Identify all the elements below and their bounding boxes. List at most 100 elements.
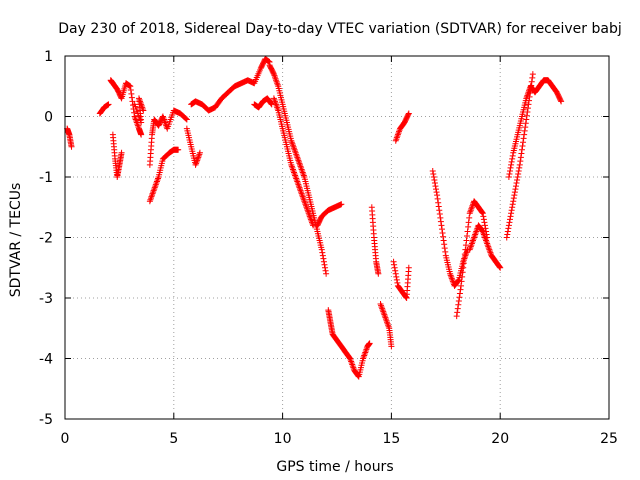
data-point [338, 201, 345, 208]
x-axis-label: GPS time / hours [276, 459, 393, 475]
chart-title: Day 230 of 2018, Sidereal Day-to-day VTE… [58, 21, 621, 37]
data-point [504, 231, 511, 238]
data-point [128, 94, 135, 101]
y-tick-label: 0 [44, 110, 53, 126]
x-tick-label: 10 [274, 431, 292, 447]
data-point [405, 264, 412, 271]
data-point [196, 149, 203, 156]
data-point [509, 152, 516, 159]
data-point [459, 269, 466, 276]
data-point [529, 74, 536, 81]
data-point [528, 78, 535, 85]
data-point [497, 264, 504, 271]
data-point [480, 213, 487, 220]
x-tick-label: 0 [61, 431, 70, 447]
data-point [506, 170, 513, 177]
data-point [464, 228, 471, 235]
data-point [436, 207, 443, 214]
data-point [529, 71, 536, 78]
data-point [442, 248, 449, 255]
data-point [322, 264, 329, 271]
data-point [392, 267, 399, 274]
x-tick-label: 25 [600, 431, 618, 447]
data-point [441, 245, 448, 252]
data-point [509, 204, 516, 211]
data-point [454, 309, 461, 316]
data-point [436, 211, 443, 218]
data-point [433, 189, 440, 196]
data-point [455, 301, 462, 308]
data-point [460, 264, 467, 271]
data-point [523, 116, 530, 123]
data-point [511, 189, 518, 196]
data-point [375, 270, 382, 277]
data-point [508, 207, 515, 214]
y-axis-label: SDTVAR / TECUs [8, 183, 24, 298]
data-point [129, 98, 136, 105]
data-point [515, 170, 522, 177]
data-point [465, 223, 472, 230]
data-point [455, 277, 462, 284]
y-tick-label: -5 [39, 412, 53, 428]
data-point [128, 90, 135, 97]
x-tick-label: 20 [491, 431, 509, 447]
data-point [517, 158, 524, 165]
data-point [127, 87, 134, 94]
data-point [183, 115, 190, 122]
data-point [270, 70, 277, 77]
data-point [391, 261, 398, 268]
data-point [465, 219, 472, 226]
data-point [435, 203, 442, 210]
data-point [505, 222, 512, 229]
data-point [506, 216, 513, 223]
x-tick-label: 5 [169, 431, 178, 447]
data-point [391, 264, 398, 271]
data-point [440, 233, 447, 240]
data-point [320, 258, 327, 265]
data-point [268, 100, 275, 107]
data-point [319, 252, 326, 259]
data-point [320, 255, 327, 262]
data-point [127, 83, 134, 90]
data-point [319, 249, 326, 256]
data-point [138, 131, 145, 138]
data-point [510, 195, 517, 202]
data-point [429, 167, 436, 174]
data-point [175, 146, 182, 153]
data-point [459, 273, 466, 280]
data-point [522, 124, 529, 131]
y-tick-label: -4 [39, 352, 53, 368]
data-point [558, 98, 565, 105]
data-point [430, 170, 437, 177]
data-point [525, 101, 532, 108]
data-point [318, 246, 325, 253]
y-tick-label: -1 [39, 170, 53, 186]
data-point [522, 120, 529, 127]
y-tick-label: -2 [39, 231, 53, 247]
data-point [441, 241, 448, 248]
data-point [521, 127, 528, 134]
data-points [64, 56, 565, 380]
data-point [512, 186, 519, 193]
grid [65, 56, 609, 419]
data-point [506, 167, 513, 174]
data-point [519, 142, 526, 149]
y-tick-label: 1 [44, 49, 53, 65]
data-point [437, 214, 444, 221]
data-point [431, 177, 438, 184]
data-point [183, 116, 190, 123]
x-tick-label: 15 [382, 431, 400, 447]
y-axis-ticks: 1 0 -1 -2 -3 -4 -5 [39, 49, 609, 428]
data-point [390, 258, 397, 265]
data-point [557, 97, 564, 104]
data-point [526, 97, 533, 104]
data-point [512, 183, 519, 190]
data-point [496, 263, 503, 270]
data-point [439, 229, 446, 236]
data-point [438, 222, 445, 229]
data-point [118, 149, 125, 156]
data-point [456, 290, 463, 297]
y-tick-label: -3 [39, 291, 53, 307]
data-point [514, 174, 521, 180]
data-point [433, 186, 440, 193]
